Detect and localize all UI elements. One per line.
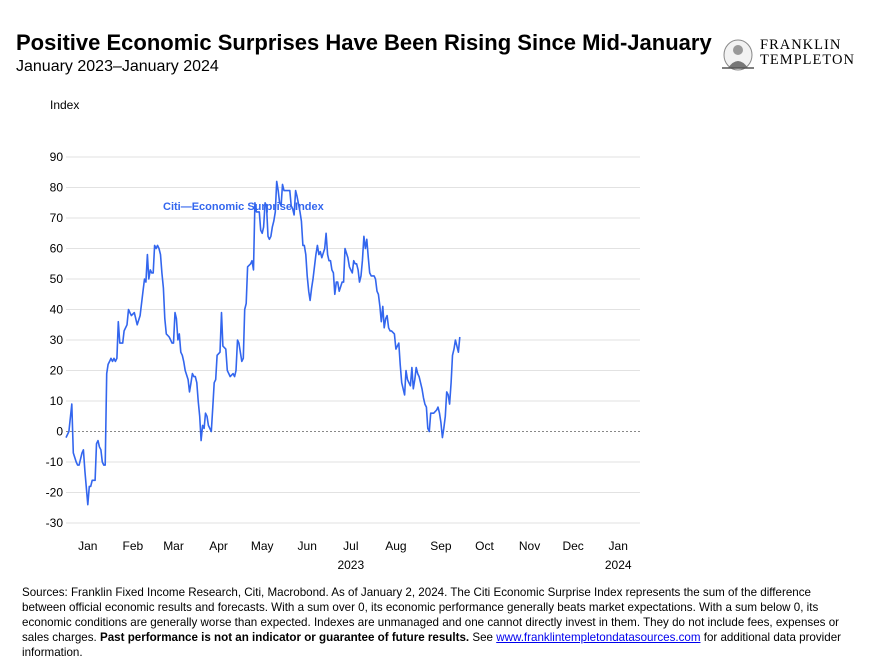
chart-title: Positive Economic Surprises Have Been Ri… xyxy=(16,30,712,55)
x-tick-label: Apr xyxy=(209,539,228,553)
series-group xyxy=(65,180,461,506)
data-sources-link[interactable]: www.franklintempletondatasources.com xyxy=(496,631,701,644)
y-tick-label: 20 xyxy=(50,364,64,378)
y-tick-label: 90 xyxy=(50,150,64,164)
x-tick-label: May xyxy=(251,539,274,553)
x-tick-label: Sep xyxy=(430,539,452,553)
year-label: 2024 xyxy=(605,558,632,572)
y-axis-label: Index xyxy=(50,98,79,112)
y-tick-label: -10 xyxy=(46,455,64,469)
year-label: 2023 xyxy=(337,558,364,572)
footnote-see: See xyxy=(469,631,497,644)
y-tick-labels: 90 80 70 60 50 40 30 20 10 0 -10 -20 -30 xyxy=(46,150,64,530)
y-tick-label: 70 xyxy=(50,211,64,225)
logo-line-2: TEMPLETON xyxy=(760,52,855,68)
footnote-disclaimer: Past performance is not an indicator or … xyxy=(99,631,470,644)
logo-line-1: FRANKLIN xyxy=(760,37,842,53)
series-line xyxy=(65,180,461,506)
chart-subtitle: January 2023–January 2024 xyxy=(16,58,219,75)
x-tick-label: Nov xyxy=(519,539,540,553)
y-tick-label: 10 xyxy=(50,394,64,408)
y-tick-label: 40 xyxy=(50,303,64,317)
footnote-text: Sources: Franklin Fixed Income Research,… xyxy=(22,586,840,644)
portrait-seal-icon xyxy=(722,39,754,71)
x-tick-label: Jul xyxy=(343,539,358,553)
y-tick-label: -20 xyxy=(46,486,64,500)
y-tick-label: 50 xyxy=(50,272,64,286)
y-tick-label: -30 xyxy=(46,516,64,530)
x-tick-label: Aug xyxy=(385,539,406,553)
y-tick-label: 0 xyxy=(56,425,63,439)
x-tick-label: Jun xyxy=(298,539,317,553)
legend-label: Citi—Economic Surprise Index xyxy=(163,201,325,213)
gridlines xyxy=(66,156,640,524)
surprise-index-chart: Index 90 80 70 60 50 40 30 20 10 0 -10 -20 -30 Jan Fe… xyxy=(46,98,640,572)
footnote: Sources: Franklin Fixed Income Research,… xyxy=(22,585,857,660)
x-tick-label: Oct xyxy=(475,539,494,553)
x-tick-label: Jan xyxy=(609,539,628,553)
x-tick-label: Dec xyxy=(562,539,583,553)
x-tick-label: Mar xyxy=(163,539,184,553)
y-tick-label: 30 xyxy=(50,333,64,347)
x-tick-labels: Jan Feb Mar Apr May Jun Jul Aug Sep Oct Nov Dec Jan 2… xyxy=(78,539,632,572)
x-tick-label: Jan xyxy=(78,539,97,553)
x-tick-label: Feb xyxy=(123,539,144,553)
franklin-templeton-logo: FRANKLIN TEMPLETON xyxy=(720,38,865,74)
y-tick-label: 60 xyxy=(50,242,64,256)
y-tick-label: 80 xyxy=(50,181,64,195)
